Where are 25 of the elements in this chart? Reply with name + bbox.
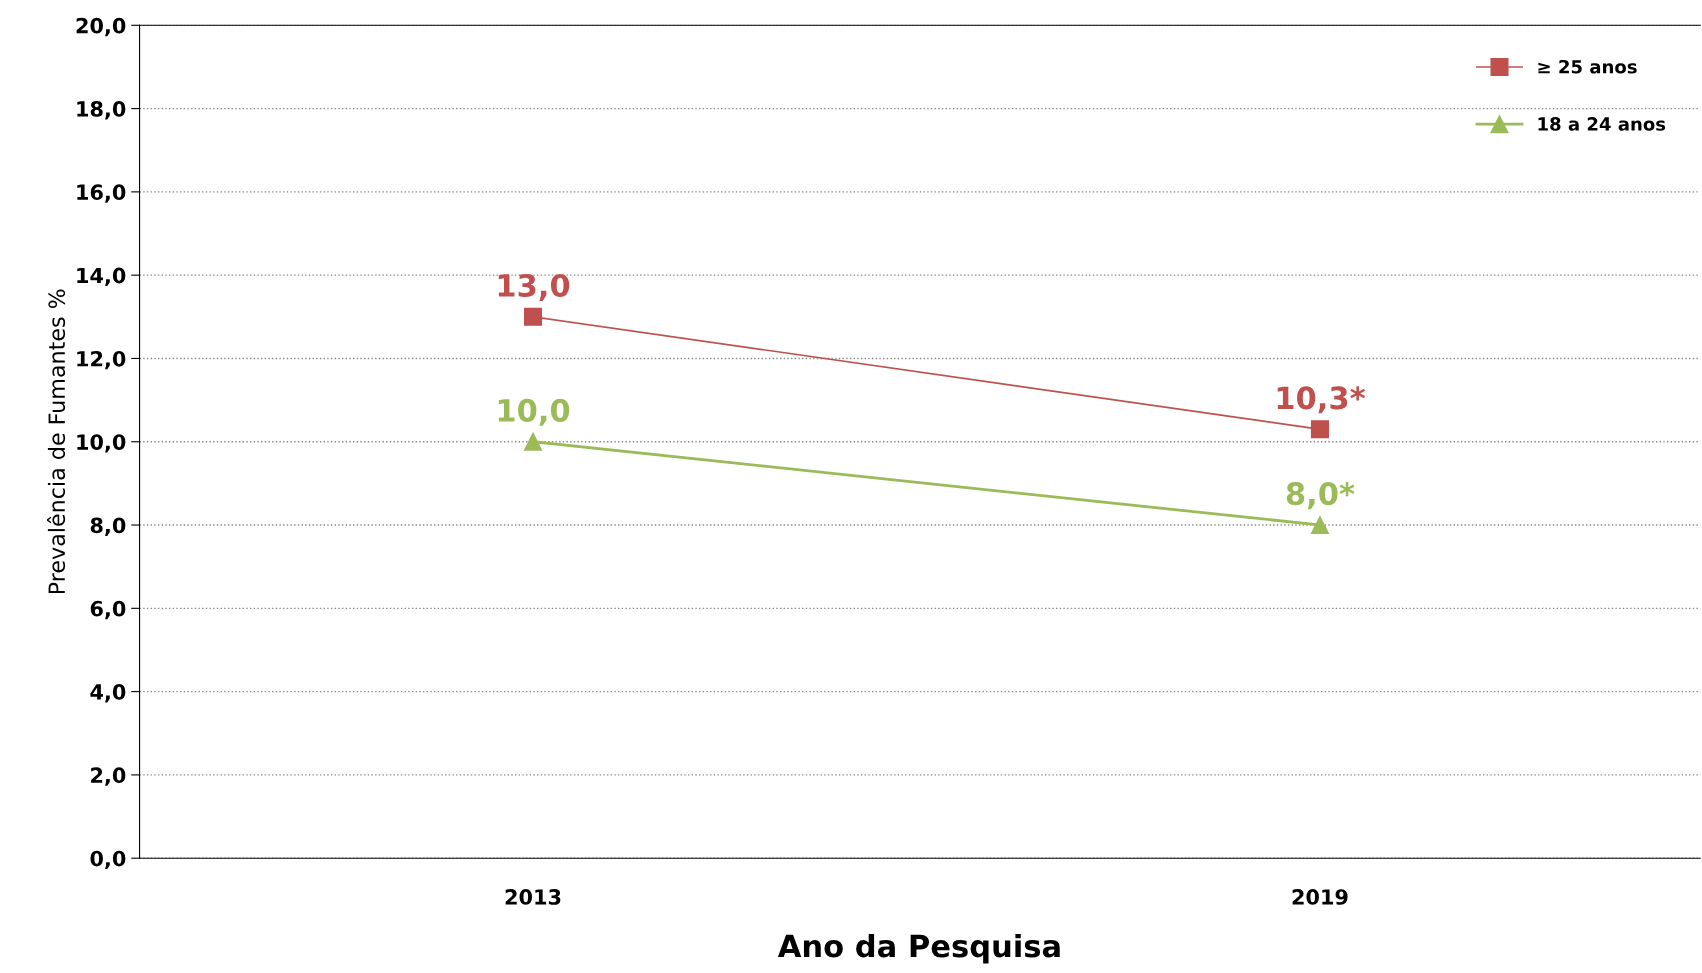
legend-label: 18 a 24 anos bbox=[1538, 117, 1666, 131]
y-tick-label: 2,0 bbox=[91, 767, 126, 786]
point bbox=[523, 432, 543, 451]
point bbox=[523, 307, 543, 326]
y-tick-label: 12,0 bbox=[77, 350, 126, 370]
y-tick-label: 20,0 bbox=[76, 17, 126, 37]
y-tick-label: 6,0 bbox=[90, 600, 126, 620]
point bbox=[1310, 516, 1329, 535]
y-tick-label: 10,0 bbox=[77, 434, 126, 453]
y-tick-label: 0,0 bbox=[90, 850, 126, 870]
legend-label: ≥ 25 anos bbox=[1538, 59, 1637, 74]
data-label: 8,0* bbox=[1286, 482, 1355, 510]
data-label: 10,3* bbox=[1277, 386, 1366, 414]
point bbox=[1310, 420, 1329, 439]
x-tick-label: 2019 bbox=[1292, 889, 1348, 905]
data-label: 10,0 bbox=[498, 398, 570, 426]
y-tick-label: 4,0 bbox=[90, 684, 126, 703]
x-tick-label: 2013 bbox=[505, 889, 561, 905]
y-axis-title: Prevalência de Fumantes % bbox=[47, 289, 66, 594]
y-tick-label: 8,0 bbox=[90, 517, 126, 536]
x-axis-title: Ano da Pesquisa bbox=[777, 933, 1060, 964]
data-label: 13,0 bbox=[498, 273, 570, 301]
y-tick-label: 18,0 bbox=[77, 101, 126, 120]
y-tick-label: 16,0 bbox=[77, 184, 126, 203]
y-tick-label: 14,0 bbox=[77, 267, 126, 287]
